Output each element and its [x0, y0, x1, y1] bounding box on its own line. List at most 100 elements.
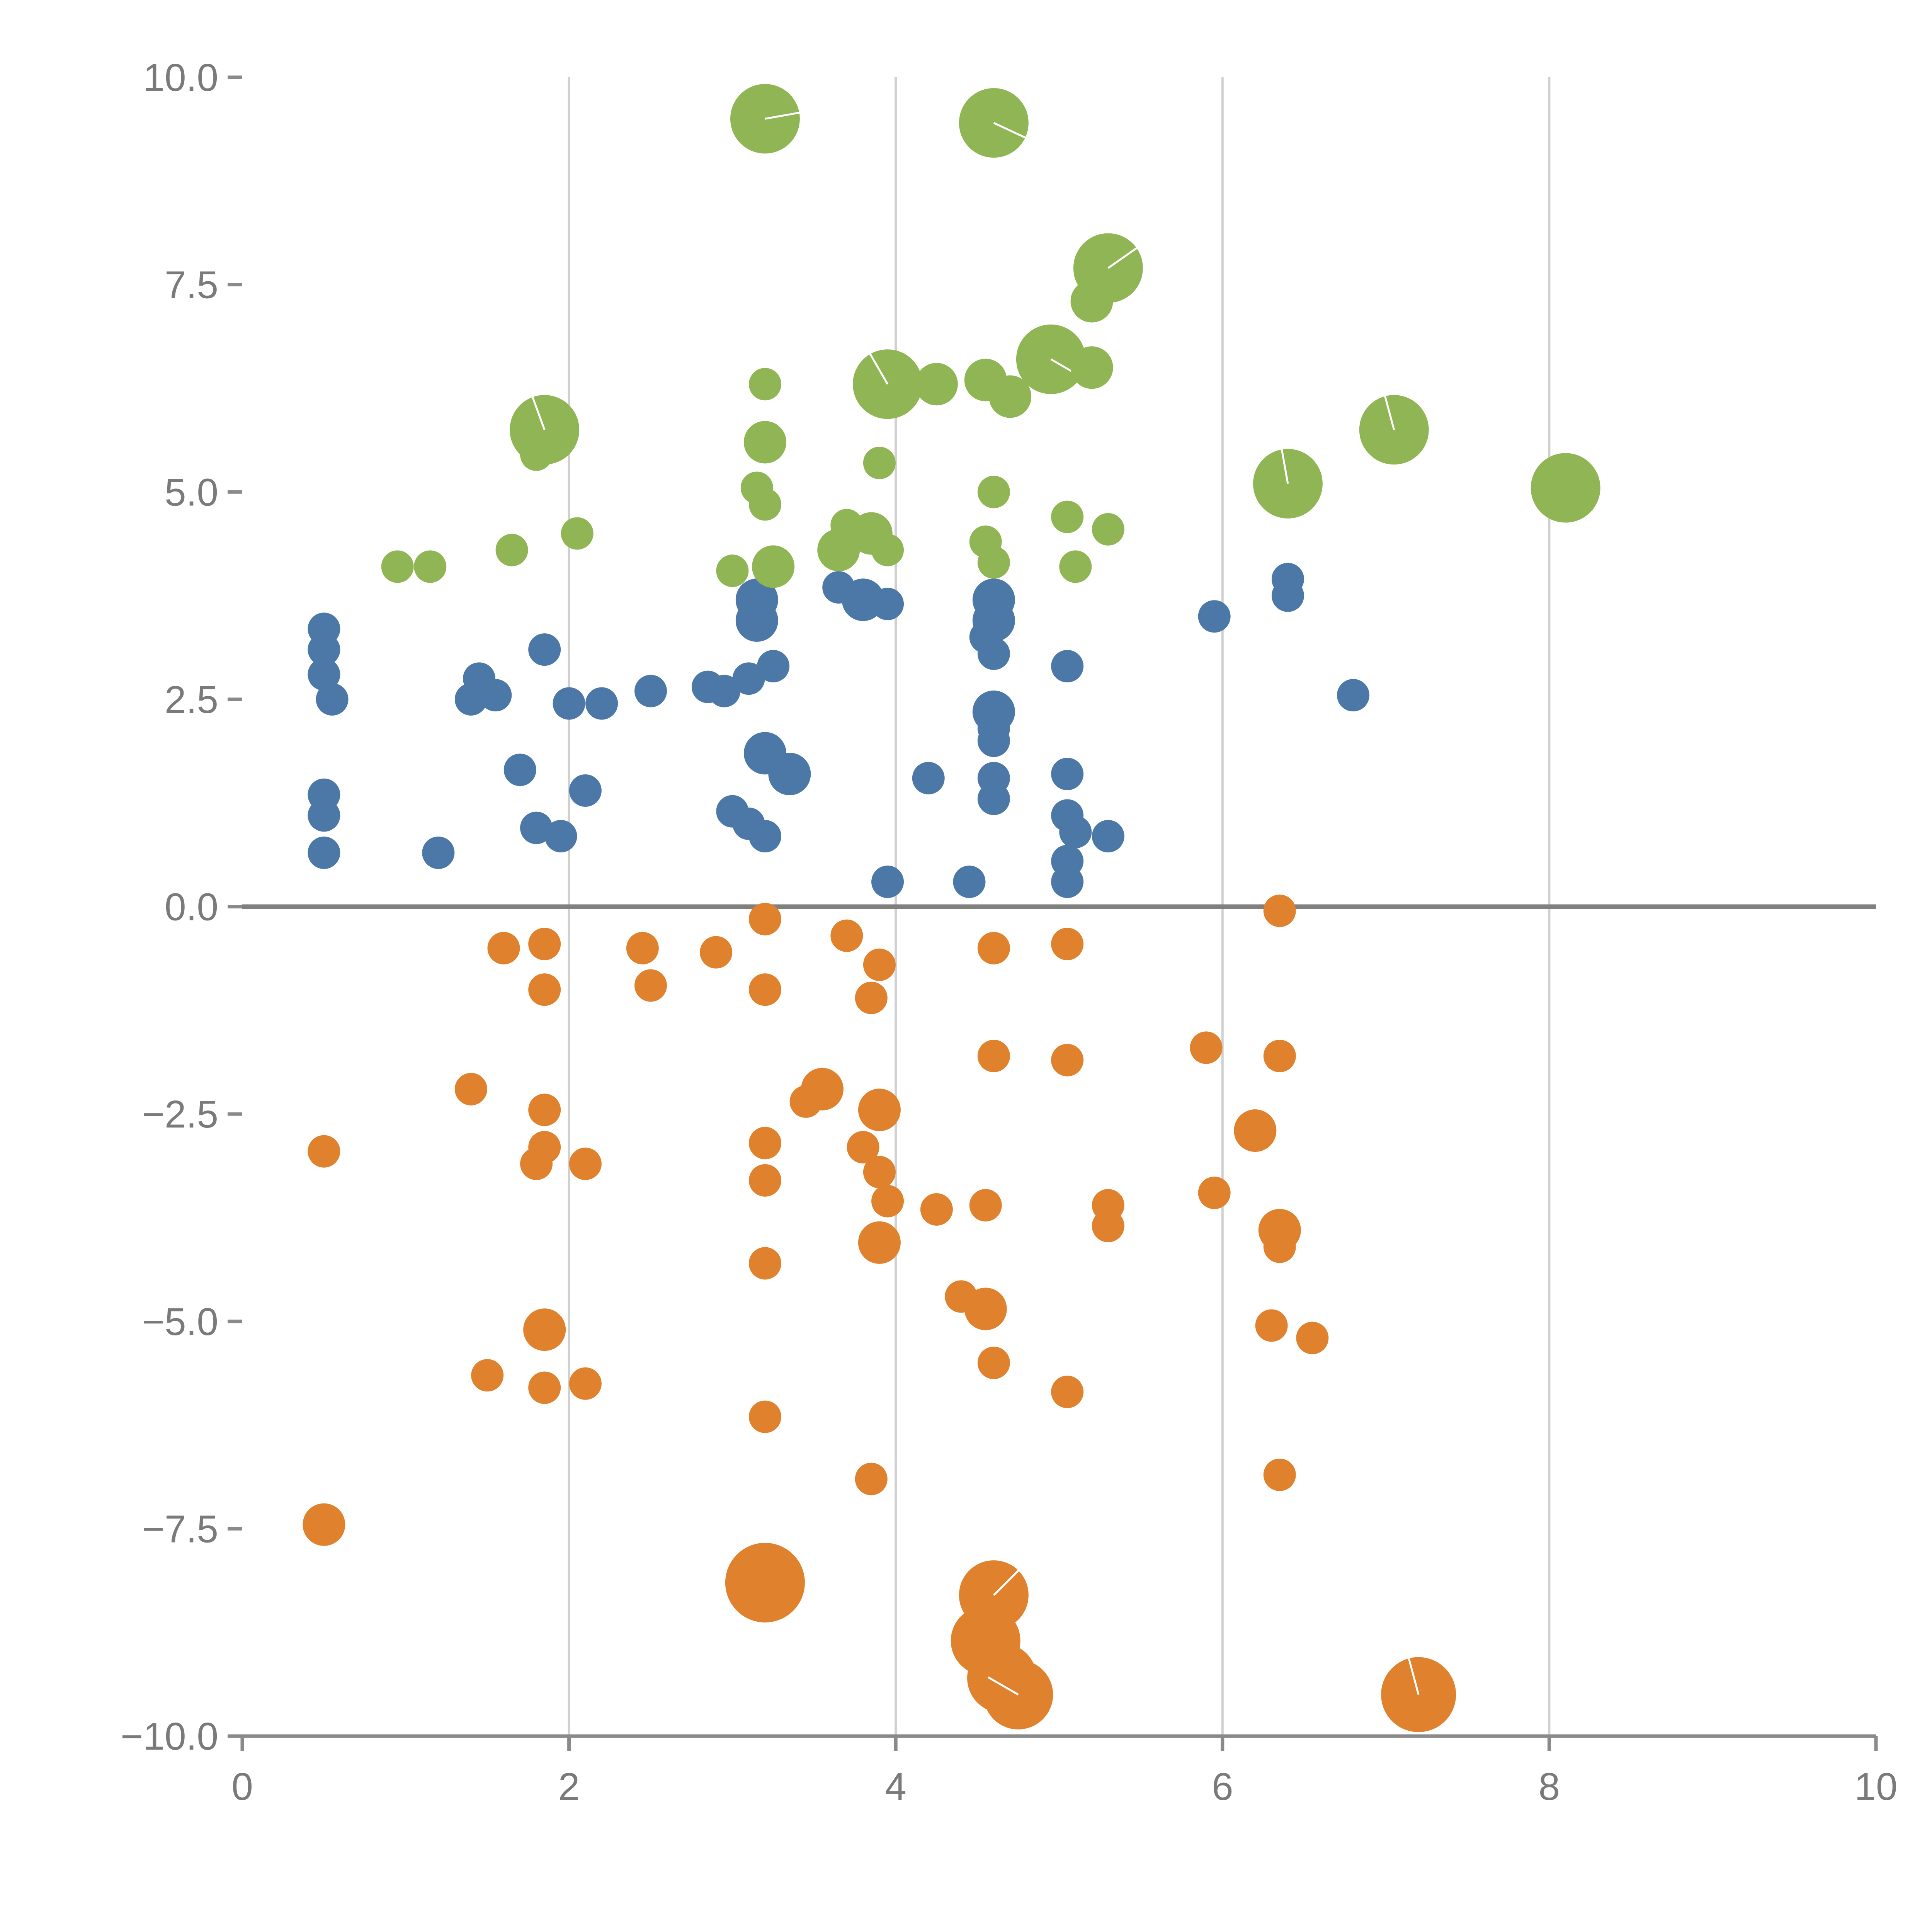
data-point-orange	[969, 1189, 1002, 1222]
data-point-blue	[871, 588, 904, 621]
data-point-notch	[1384, 396, 1395, 430]
data-point-orange	[1263, 895, 1296, 927]
data-point-orange	[855, 1463, 888, 1495]
data-point-orange	[569, 1147, 602, 1180]
data-point-orange	[1263, 1230, 1296, 1263]
data-point-notch	[765, 112, 800, 120]
data-point-blue	[1092, 820, 1124, 853]
y-axis-tick-label: 5.0	[165, 471, 218, 514]
data-point-orange	[871, 1185, 904, 1218]
y-axis-tick-label: 7.5	[165, 264, 218, 307]
data-point-orange	[528, 928, 561, 961]
data-point-orange	[748, 903, 781, 935]
data-point-green	[743, 421, 786, 464]
data-point-blue	[732, 662, 765, 695]
data-point-blue	[308, 658, 340, 691]
data-point-blue	[953, 866, 986, 898]
data-point-blue	[708, 675, 741, 707]
data-point-blue	[422, 836, 455, 869]
data-point-orange	[520, 1147, 553, 1180]
data-point-blue	[748, 820, 781, 853]
data-point-blue	[454, 683, 487, 716]
data-point-orange	[700, 936, 733, 969]
data-point-orange	[308, 1135, 340, 1168]
data-point-orange	[964, 1287, 1007, 1330]
data-point-orange	[1263, 1458, 1296, 1491]
data-point-blue	[768, 753, 811, 796]
data-point-green	[871, 534, 904, 566]
data-point-orange	[977, 1347, 1010, 1379]
y-axis-tick-label: −7.5	[142, 1507, 218, 1551]
data-point-orange	[863, 1156, 896, 1189]
data-point-blue	[520, 811, 553, 844]
data-point-orange	[528, 1371, 561, 1404]
data-point-blue	[553, 687, 585, 720]
x-axis-tick-label: 6	[1212, 1765, 1233, 1808]
data-point-blue	[977, 637, 1010, 670]
data-point-orange	[1263, 1039, 1296, 1072]
data-point-green	[853, 349, 923, 419]
data-point-orange	[528, 973, 561, 1006]
data-point-green	[915, 363, 958, 406]
data-point-orange	[1051, 928, 1084, 961]
data-point-orange	[1051, 1044, 1084, 1077]
data-point-orange	[1092, 1209, 1124, 1242]
data-point-orange	[1198, 1177, 1231, 1209]
data-point-blue	[544, 820, 577, 853]
data-point-blue	[977, 782, 1010, 815]
data-point-blue	[735, 599, 778, 642]
y-axis-tick-label: 0.0	[165, 886, 218, 929]
data-point-orange	[1190, 1031, 1223, 1064]
data-point-green	[1059, 550, 1092, 583]
data-point-green	[752, 545, 795, 588]
data-point-orange	[920, 1193, 953, 1226]
data-point-orange	[454, 1073, 487, 1105]
data-point-green	[1092, 513, 1124, 546]
data-point-blue	[479, 679, 512, 712]
data-point-blue	[308, 633, 340, 666]
data-point-blue	[503, 753, 536, 786]
y-axis-tick-label: −5.0	[142, 1300, 218, 1344]
data-point-blue	[912, 762, 945, 794]
y-axis-tick-label: 10.0	[143, 56, 218, 99]
data-point-blue	[977, 724, 1010, 757]
data-point-notch	[1408, 1658, 1420, 1695]
data-point-orange	[977, 1039, 1010, 1072]
data-point-orange	[634, 969, 667, 1002]
data-point-orange	[977, 932, 1010, 964]
data-point-blue	[757, 650, 790, 683]
data-point-orange	[471, 1359, 504, 1392]
series-orange	[303, 895, 1456, 1732]
data-point-blue	[1271, 579, 1304, 612]
y-axis-tick-label: 2.5	[165, 678, 218, 721]
data-point-notch	[869, 354, 889, 385]
data-point-green	[989, 375, 1032, 418]
x-axis: 0 2 4 6 8 10	[231, 1734, 1898, 1808]
data-point-green	[748, 488, 781, 521]
data-point-green	[414, 550, 447, 583]
x-axis-tick-label: 4	[885, 1765, 906, 1808]
data-point-blue	[585, 687, 618, 720]
data-point-green	[716, 554, 749, 587]
data-point-green	[977, 476, 1010, 509]
data-point-orange	[748, 973, 781, 1006]
x-axis-tick-label: 2	[558, 1765, 580, 1808]
data-point-blue	[871, 866, 904, 898]
data-point-orange	[725, 1543, 805, 1622]
x-axis-tick-label: 10	[1854, 1765, 1897, 1808]
data-point-green	[817, 529, 860, 571]
data-point-orange	[748, 1127, 781, 1160]
y-axis: 10.0 7.5 5.0 2.5 0.0 −2.5 −5.0 −7.5 −10.0	[121, 56, 242, 1758]
data-point-notch	[993, 122, 1026, 139]
data-point-green	[863, 447, 896, 480]
data-point-orange	[523, 1308, 566, 1351]
data-point-orange	[528, 1094, 561, 1126]
data-point-orange	[858, 1221, 901, 1264]
y-axis-tick-label: −10.0	[121, 1715, 218, 1758]
data-point-green	[748, 368, 781, 401]
data-point-orange	[1051, 1376, 1084, 1408]
data-point-blue	[569, 774, 602, 807]
data-point-blue	[1337, 679, 1370, 712]
data-point-green	[520, 438, 553, 471]
